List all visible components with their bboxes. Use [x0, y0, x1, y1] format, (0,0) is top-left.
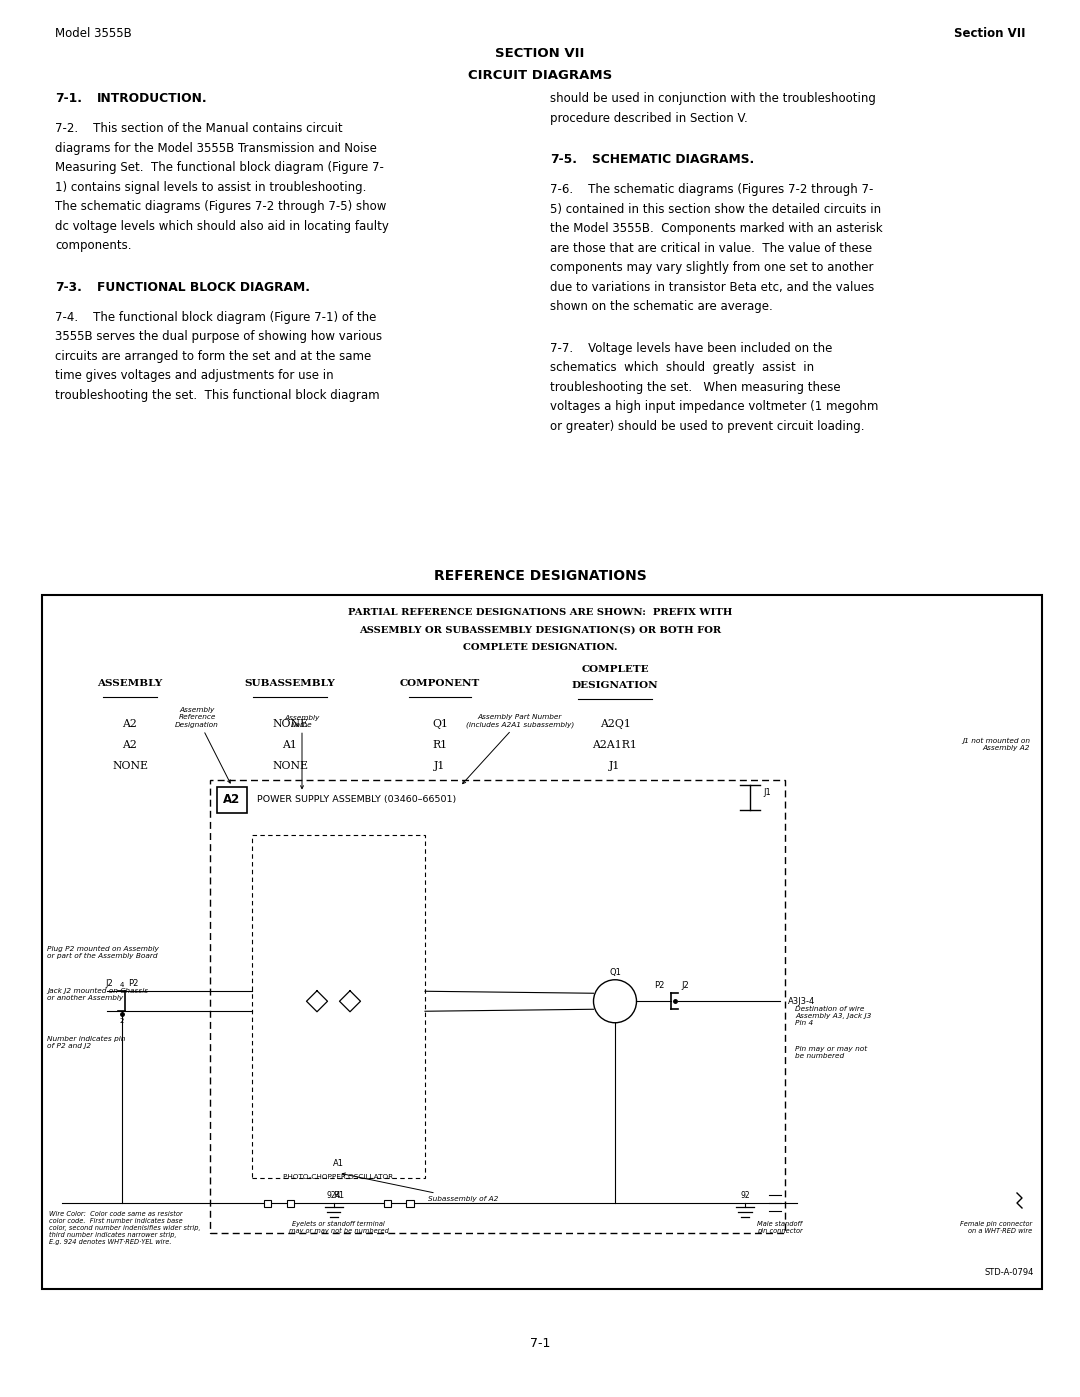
- Text: 4: 4: [119, 982, 124, 988]
- Bar: [406, 1200, 414, 1207]
- Text: 7-4.    The functional block diagram (Figure 7-1) of the: 7-4. The functional block diagram (Figur…: [55, 310, 376, 324]
- Text: schematics  which  should  greatly  assist  in: schematics which should greatly assist i…: [550, 360, 814, 374]
- Text: shown on the schematic are average.: shown on the schematic are average.: [550, 300, 773, 313]
- Text: STD-A-0794: STD-A-0794: [985, 1268, 1034, 1277]
- Text: troubleshooting the set.  This functional block diagram: troubleshooting the set. This functional…: [55, 388, 380, 401]
- Text: Destination of wire
Assembly A3, Jack J3
Pin 4: Destination of wire Assembly A3, Jack J3…: [795, 1006, 872, 1027]
- Text: SECTION VII: SECTION VII: [496, 47, 584, 60]
- Bar: [252, 834, 426, 1178]
- Text: 924: 924: [326, 1192, 341, 1200]
- Text: voltages a high input impedance voltmeter (1 megohm: voltages a high input impedance voltmete…: [550, 400, 878, 414]
- Text: J1: J1: [609, 760, 621, 771]
- Text: Model 3555B: Model 3555B: [55, 27, 132, 41]
- Text: 7-7.    Voltage levels have been included on the: 7-7. Voltage levels have been included o…: [550, 341, 833, 355]
- Text: CIRCUIT DIAGRAMS: CIRCUIT DIAGRAMS: [468, 68, 612, 82]
- Text: 7-1: 7-1: [530, 1337, 550, 1350]
- Text: J1 not mounted on
Assembly A2: J1 not mounted on Assembly A2: [962, 738, 1030, 750]
- Text: components may vary slightly from one set to another: components may vary slightly from one se…: [550, 261, 874, 274]
- Text: 3555B serves the dual purpose of showing how various: 3555B serves the dual purpose of showing…: [55, 330, 382, 344]
- Text: NONE: NONE: [112, 760, 148, 771]
- Bar: [217, 787, 247, 813]
- Text: A1: A1: [333, 1160, 345, 1168]
- Text: Q1: Q1: [432, 718, 448, 728]
- Text: procedure described in Section V.: procedure described in Section V.: [550, 112, 747, 124]
- Text: A2: A2: [122, 739, 137, 750]
- Text: The schematic diagrams (Figures 7-2 through 7-5) show: The schematic diagrams (Figures 7-2 thro…: [55, 200, 387, 212]
- Text: PHOTO-CHOPPER OSCILLATOR: PHOTO-CHOPPER OSCILLATOR: [283, 1173, 393, 1180]
- Text: Measuring Set.  The functional block diagram (Figure 7-: Measuring Set. The functional block diag…: [55, 161, 383, 175]
- Text: ASSEMBLY OR SUBASSEMBLY DESIGNATION(S) OR BOTH FOR: ASSEMBLY OR SUBASSEMBLY DESIGNATION(S) O…: [359, 626, 721, 634]
- Text: Q1: Q1: [609, 968, 621, 977]
- Text: A2: A2: [224, 793, 241, 806]
- Text: P2: P2: [654, 981, 664, 990]
- Text: COMPLETE DESIGNATION.: COMPLETE DESIGNATION.: [462, 643, 618, 652]
- Text: Wire Color:  Color code same as resistor
color code.  First number indicates bas: Wire Color: Color code same as resistor …: [49, 1211, 201, 1245]
- Text: SUBASSEMBLY: SUBASSEMBLY: [245, 679, 336, 687]
- Text: Assembly
Reference
Designation: Assembly Reference Designation: [175, 707, 230, 784]
- Text: dc voltage levels which should also aid in locating faulty: dc voltage levels which should also aid …: [55, 219, 389, 232]
- Text: COMPONENT: COMPONENT: [400, 679, 481, 687]
- Text: Jack J2 mounted on Chassis
or another Assembly: Jack J2 mounted on Chassis or another As…: [48, 988, 148, 1002]
- Text: 7-5.: 7-5.: [550, 154, 577, 166]
- Text: 7-3.: 7-3.: [55, 281, 82, 293]
- Text: R1: R1: [333, 1192, 345, 1200]
- Text: FUNCTIONAL BLOCK DIAGRAM.: FUNCTIONAL BLOCK DIAGRAM.: [97, 281, 310, 293]
- Text: should be used in conjunction with the troubleshooting: should be used in conjunction with the t…: [550, 92, 876, 105]
- Text: components.: components.: [55, 239, 132, 251]
- Text: Male standoff
pin connector: Male standoff pin connector: [757, 1221, 802, 1234]
- Text: circuits are arranged to form the set and at the same: circuits are arranged to form the set an…: [55, 349, 372, 362]
- Text: J2: J2: [105, 979, 113, 988]
- Text: NONE: NONE: [272, 718, 308, 728]
- Text: 1) contains signal levels to assist in troubleshooting.: 1) contains signal levels to assist in t…: [55, 180, 366, 194]
- Text: 7-6.    The schematic diagrams (Figures 7-2 through 7-: 7-6. The schematic diagrams (Figures 7-2…: [550, 183, 874, 196]
- Text: INTRODUCTION.: INTRODUCTION.: [97, 92, 207, 105]
- Text: Female pin connector
on a WHT·RED wire: Female pin connector on a WHT·RED wire: [960, 1221, 1032, 1234]
- Text: 7-1.: 7-1.: [55, 92, 82, 105]
- Bar: [264, 1200, 270, 1207]
- Text: REFERENCE DESIGNATIONS: REFERENCE DESIGNATIONS: [434, 569, 646, 583]
- Text: A2: A2: [122, 718, 137, 728]
- Text: PARTIAL REFERENCE DESIGNATIONS ARE SHOWN:  PREFIX WITH: PARTIAL REFERENCE DESIGNATIONS ARE SHOWN…: [348, 608, 732, 617]
- Text: 92: 92: [740, 1192, 750, 1200]
- Bar: [286, 1200, 294, 1207]
- Text: Number indicates pin
of P2 and J2: Number indicates pin of P2 and J2: [48, 1037, 125, 1049]
- Text: the Model 3555B.  Components marked with an asterisk: the Model 3555B. Components marked with …: [550, 222, 882, 235]
- Bar: [42, 595, 1042, 1289]
- Bar: [210, 780, 785, 1234]
- Text: Assembly
Name: Assembly Name: [284, 714, 320, 789]
- Bar: [383, 1200, 391, 1207]
- Text: 2: 2: [119, 1018, 124, 1024]
- Text: Subassembly of A2: Subassembly of A2: [342, 1173, 499, 1201]
- Text: A3J3-4: A3J3-4: [788, 996, 815, 1006]
- Text: due to variations in transistor Beta etc, and the values: due to variations in transistor Beta etc…: [550, 281, 874, 293]
- Text: A2A1R1: A2A1R1: [593, 739, 637, 750]
- Text: DESIGNATION: DESIGNATION: [571, 680, 659, 690]
- Text: A1: A1: [283, 739, 297, 750]
- Text: troubleshooting the set.   When measuring these: troubleshooting the set. When measuring …: [550, 380, 840, 394]
- Text: 5) contained in this section show the detailed circuits in: 5) contained in this section show the de…: [550, 203, 881, 215]
- Text: Assembly Part Number
(includes A2A1 subassembly): Assembly Part Number (includes A2A1 suba…: [462, 714, 575, 784]
- Text: 7-2.    This section of the Manual contains circuit: 7-2. This section of the Manual contains…: [55, 122, 342, 136]
- Text: J1: J1: [762, 788, 771, 796]
- Text: Pin may or may not
be numbered: Pin may or may not be numbered: [795, 1046, 867, 1059]
- Text: Eyelets or standoff terminal
may or may not be numbered: Eyelets or standoff terminal may or may …: [288, 1221, 389, 1234]
- Text: NONE: NONE: [272, 760, 308, 771]
- Text: SCHEMATIC DIAGRAMS.: SCHEMATIC DIAGRAMS.: [592, 154, 754, 166]
- Text: J1: J1: [434, 760, 446, 771]
- Text: Section VII: Section VII: [954, 27, 1025, 41]
- Text: ASSEMBLY: ASSEMBLY: [97, 679, 163, 687]
- Text: diagrams for the Model 3555B Transmission and Noise: diagrams for the Model 3555B Transmissio…: [55, 141, 377, 155]
- Text: R1: R1: [432, 739, 447, 750]
- Text: are those that are critical in value.  The value of these: are those that are critical in value. Th…: [550, 242, 873, 254]
- Text: time gives voltages and adjustments for use in: time gives voltages and adjustments for …: [55, 369, 334, 381]
- Text: J2: J2: [681, 981, 689, 990]
- Text: A2Q1: A2Q1: [599, 718, 631, 728]
- Text: P2: P2: [129, 979, 138, 988]
- Text: or greater) should be used to prevent circuit loading.: or greater) should be used to prevent ci…: [550, 419, 864, 433]
- Text: COMPLETE: COMPLETE: [581, 665, 649, 673]
- Text: POWER SUPPLY ASSEMBLY (03460–66501): POWER SUPPLY ASSEMBLY (03460–66501): [257, 795, 456, 805]
- Text: Plug P2 mounted on Assembly
or part of the Assembly Board: Plug P2 mounted on Assembly or part of t…: [48, 946, 159, 960]
